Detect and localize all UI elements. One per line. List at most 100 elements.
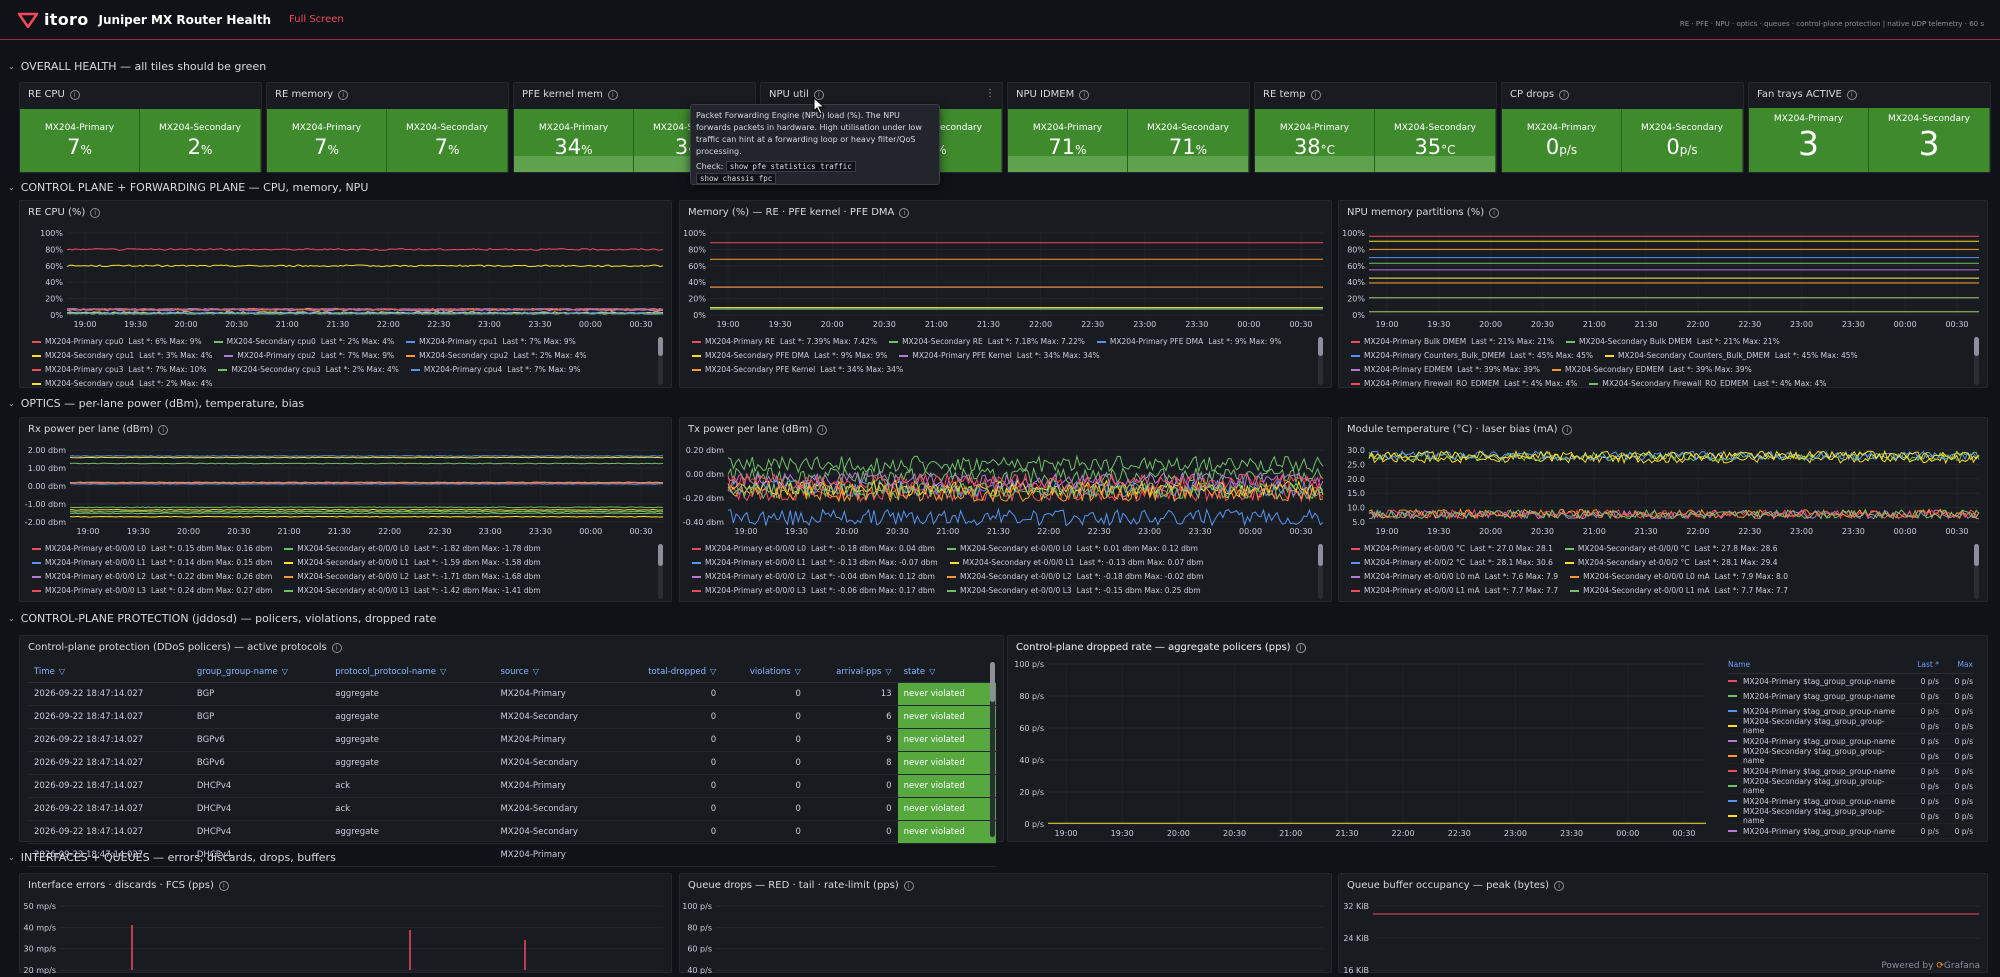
legend-item[interactable]: MX204-Secondary et-0/0/0 L2 — [959, 572, 1072, 581]
info-icon[interactable]: i — [1559, 89, 1570, 100]
legend-scrollbar[interactable] — [1318, 544, 1323, 599]
column-header-arrival-pps[interactable]: arrival-pps ▽ — [806, 662, 898, 683]
legend-item[interactable]: MX204-Secondary cpu1 — [45, 351, 135, 360]
info-icon[interactable]: i — [331, 642, 342, 653]
info-icon[interactable]: i — [1562, 424, 1573, 435]
legend-scrollbar[interactable] — [1974, 544, 1979, 599]
filter-icon[interactable]: ▽ — [58, 666, 65, 676]
legend-item[interactable]: MX204-Primary et-0/0/0 L2 — [45, 572, 146, 581]
info-icon[interactable]: i — [899, 207, 910, 218]
tile-value-a[interactable]: MX204-Primary 0p/s — [1502, 109, 1622, 172]
tile-value-b[interactable]: MX204-Secondary 3 — [1869, 108, 1990, 172]
column-header-state[interactable]: state ▽ — [897, 662, 996, 683]
column-header-last[interactable]: Last * — [1917, 660, 1939, 669]
legend-scrollbar[interactable] — [658, 337, 663, 385]
tile-value-b[interactable]: MX204-Secondary 7% — [387, 109, 508, 172]
legend-item[interactable]: MX204-Secondary cpu3 — [231, 365, 321, 374]
legend-item[interactable]: MX204-Primary et-0/0/0 L3 — [45, 586, 146, 595]
filter-icon[interactable]: ▽ — [532, 666, 539, 676]
section-control-plane[interactable]: ⌄ CONTROL PLANE + FORWARDING PLANE — CPU,… — [8, 181, 369, 194]
tile-value-b[interactable]: MX204-Secondary 0p/s — [1622, 109, 1743, 172]
info-icon[interactable]: i — [158, 424, 169, 435]
legend-item[interactable]: MX204-Secondary Firewall_RO_EDMEM — [1602, 379, 1749, 387]
tile-value-a[interactable]: MX204-Primary 34% — [514, 109, 634, 172]
table-row[interactable]: 2026-09-22 18:47:14.027 BGPv6 aggregate MX2… — [28, 751, 996, 775]
legend-row[interactable]: MX204-Primary $tag_group_group-name 0 p/s… — [1728, 704, 1973, 719]
legend-row[interactable]: MX204-Primary $tag_group_group-name 0 p/s… — [1728, 824, 1973, 839]
legend-item[interactable]: MX204-Secondary et-0/0/0 L3 — [297, 586, 409, 595]
legend-item[interactable]: MX204-Primary et-0/0/0 L0 — [705, 544, 806, 553]
info-icon[interactable]: i — [1295, 642, 1306, 653]
full-screen-link[interactable]: Full Screen — [289, 14, 344, 25]
legend-item[interactable]: MX204-Secondary PFE Kernel — [705, 365, 816, 374]
column-header-violations[interactable]: violations ▽ — [722, 662, 807, 683]
info-icon[interactable]: i — [338, 89, 349, 100]
tile-value-a[interactable]: MX204-Primary 38°C — [1255, 109, 1375, 172]
legend-row[interactable]: MX204-Primary $tag_group_group-name 0 p/s… — [1728, 764, 1973, 779]
table-row[interactable]: 2026-09-22 18:47:14.027 BGPv6 aggregate MX2… — [28, 728, 996, 752]
legend-item[interactable]: MX204-Primary Bulk DMEM — [1364, 337, 1467, 346]
legend-scrollbar[interactable] — [1318, 337, 1323, 385]
legend-item[interactable]: MX204-Secondary PFE DMA — [705, 351, 810, 360]
legend-item[interactable]: MX204-Primary RE — [705, 337, 775, 346]
table-row[interactable]: 2026-09-22 18:47:14.027 DHCPv4 ack MX204-Pr… — [28, 774, 996, 798]
legend-item[interactable]: MX204-Primary et-0/0/0 L0 mA — [1364, 572, 1480, 581]
legend-item[interactable]: MX204-Secondary et-0/0/0 L2 — [297, 572, 409, 581]
legend-row[interactable]: MX204-Primary $tag_group_group-name 0 p/s… — [1728, 689, 1973, 704]
legend-item[interactable]: MX204-Primary et-0/0/0 L2 — [705, 572, 806, 581]
plot-area[interactable]: 32 KiB 24 KiB 16 KiB — [1339, 874, 1989, 974]
legend-item[interactable]: MX204-Primary et-0/0/0 L1 — [705, 558, 806, 567]
table-row[interactable]: 2026-09-22 18:47:14.027 BGP aggregate MX204… — [28, 705, 996, 729]
info-icon[interactable]: i — [218, 880, 229, 891]
column-header-name[interactable]: Name — [1728, 660, 1751, 669]
plot-area[interactable]: 0.20 dbm 0.00 dbm -0.20 dbm -0.40 dbm 19:00 1… — [680, 418, 1333, 540]
tile-value-b[interactable]: MX204-Secondary 35°C — [1375, 109, 1496, 172]
legend-item[interactable]: MX204-Primary cpu4 — [423, 365, 503, 374]
filter-icon[interactable]: ▽ — [440, 666, 447, 676]
legend-item[interactable]: MX204-Primary cpu1 — [419, 337, 498, 346]
column-header-protocol-protocol-name[interactable]: protocol_protocol-name ▽ — [329, 662, 495, 683]
legend-item[interactable]: MX204-Secondary et-0/0/0 L1 — [297, 558, 409, 567]
legend-item[interactable]: MX204-Primary et-0/0/0 L1 — [45, 558, 146, 567]
legend-item[interactable]: MX204-Secondary et-0/0/2 °C — [1577, 558, 1690, 567]
legend-item[interactable]: MX204-Secondary cpu0 — [226, 337, 316, 346]
legend-item[interactable]: MX204-Secondary cpu2 — [419, 351, 509, 360]
info-icon[interactable]: i — [813, 89, 824, 100]
column-header-max[interactable]: Max — [1957, 660, 1973, 669]
legend-item[interactable]: MX204-Primary cpu2 — [237, 351, 316, 360]
plot-area[interactable]: 50 mp/s 40 mp/s 30 mp/s 20 mp/s — [20, 874, 673, 974]
plot-area[interactable]: 100% 80% 60% 40% 20% 0% 19:00 19:30 20:00 20:30 21… — [680, 201, 1333, 333]
plot-area[interactable]: 100% 80% 60% 40% 20% 0% 19:00 19:30 20:00 20:30 21… — [1339, 201, 1989, 333]
legend-item[interactable]: MX204-Primary Counters_Bulk_DMEM — [1364, 351, 1506, 360]
legend-row[interactable]: MX204-Primary $tag_group_group-name 0 p/s… — [1728, 674, 1973, 689]
column-header-source[interactable]: source ▽ — [494, 662, 615, 683]
legend-item[interactable]: MX204-Secondary et-0/0/0 L1 — [962, 558, 1075, 567]
legend-row[interactable]: MX204-Secondary $tag_group_group-name 0 p… — [1728, 717, 1973, 735]
plot-area[interactable]: 100 p/s 80 p/s 60 p/s 40 p/s — [680, 874, 1333, 974]
legend-scrollbar[interactable] — [658, 544, 663, 599]
tile-value-b[interactable]: MX204-Secondary 71% — [1128, 109, 1249, 172]
info-icon[interactable]: i — [90, 207, 101, 218]
legend-item[interactable]: MX204-Secondary et-0/0/0 L3 — [959, 586, 1072, 595]
info-icon[interactable]: i — [1489, 207, 1500, 218]
filter-icon[interactable]: ▽ — [794, 666, 801, 676]
info-icon[interactable]: i — [1846, 89, 1857, 100]
legend-item[interactable]: MX204-Primary Firewall_RO_EDMEM — [1364, 379, 1500, 387]
section-overall[interactable]: ⌄ OVERALL HEALTH — all tiles should be gr… — [8, 60, 267, 73]
legend-row[interactable]: MX204-Primary $tag_group_group-name 0 p/s… — [1728, 734, 1973, 749]
legend-item[interactable]: MX204-Primary cpu3 — [45, 365, 124, 374]
info-icon[interactable]: i — [69, 89, 80, 100]
table-row[interactable]: 2026-09-22 18:47:14.027 BGP aggregate MX204… — [28, 682, 996, 706]
legend-item[interactable]: MX204-Secondary Bulk DMEM — [1578, 337, 1692, 346]
table-row[interactable]: 2026-09-22 18:47:14.027 DHCPv4 MX204-Prima… — [28, 843, 996, 867]
legend-item[interactable]: MX204-Primary et-0/0/0 L3 — [705, 586, 806, 595]
info-icon[interactable]: i — [1079, 89, 1090, 100]
info-icon[interactable]: i — [1554, 880, 1565, 891]
logo[interactable]: itoro — [18, 10, 89, 29]
plot-area[interactable]: 100% 80% 60% 40% 20% 0% 19:00 19:30 20:00 20:30 21… — [20, 201, 673, 333]
plot-area[interactable]: 100 p/s 80 p/s 60 p/s 40 p/s 20 p/s 0 p/s 19:0… — [1008, 636, 1968, 842]
info-icon[interactable]: i — [903, 880, 914, 891]
filter-icon[interactable]: ▽ — [885, 666, 892, 676]
legend-item[interactable]: MX204-Secondary et-0/0/0 L0 — [959, 544, 1072, 553]
legend-item[interactable]: MX204-Secondary RE — [902, 337, 983, 346]
